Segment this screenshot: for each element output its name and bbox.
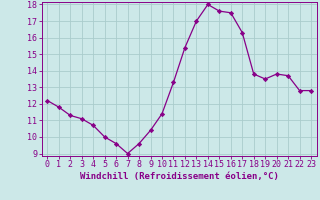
X-axis label: Windchill (Refroidissement éolien,°C): Windchill (Refroidissement éolien,°C) <box>80 172 279 181</box>
